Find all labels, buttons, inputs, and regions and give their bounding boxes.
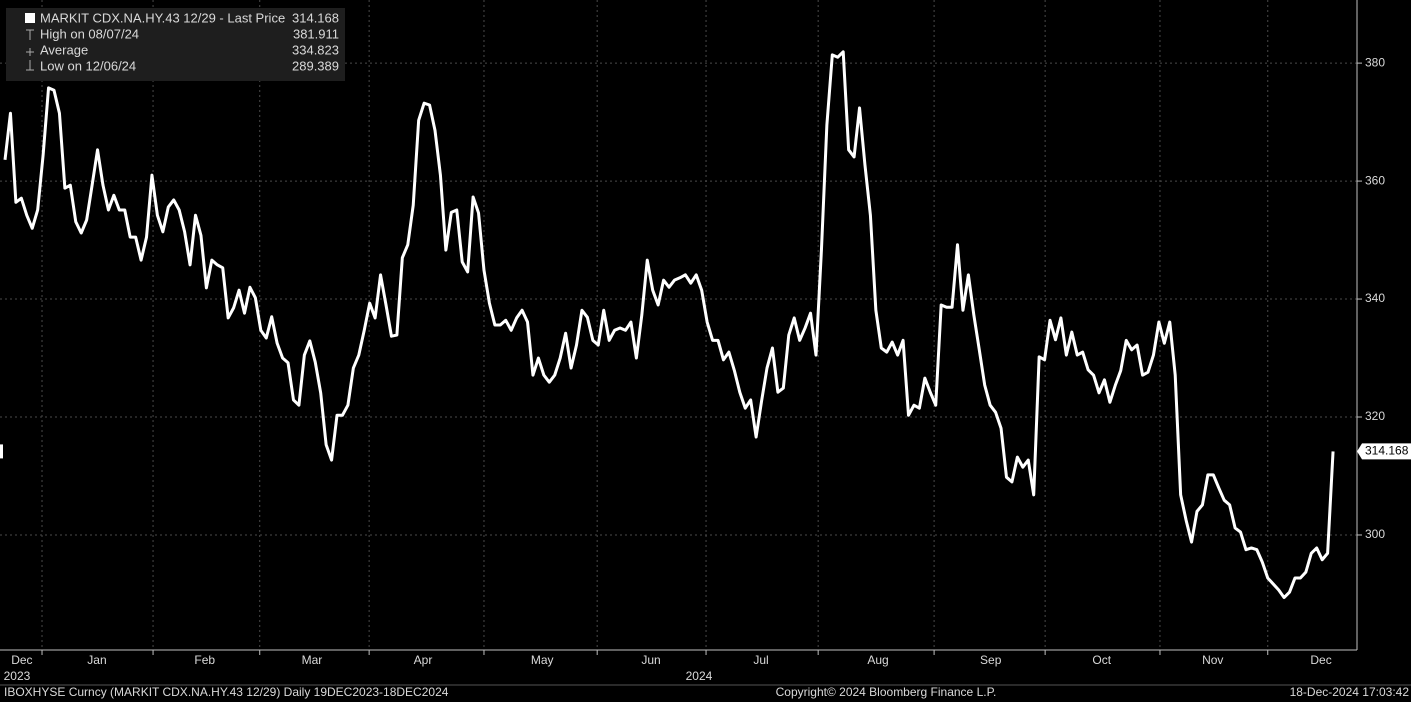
legend-value: 314.168 xyxy=(292,10,339,25)
footer-left: IBOXHYSE Curncy (MARKIT CDX.NA.HY.43 12/… xyxy=(4,685,449,699)
x-tick-label: Mar xyxy=(302,653,323,667)
price-line xyxy=(3,50,1335,600)
axes: 300 320 340 360 380 Dec Jan Feb Mar Apr May Jun Jul A… xyxy=(0,55,1411,683)
x-tick-label: Jul xyxy=(753,653,768,667)
last-price-tag xyxy=(1357,443,1411,460)
legend-icons xyxy=(26,29,34,71)
x-tick-label: Aug xyxy=(867,653,888,667)
x-tick-label: Jun xyxy=(641,653,660,667)
year-label: 2023 xyxy=(4,669,31,683)
footer-center: Copyright© 2024 Bloomberg Finance L.P. xyxy=(776,685,997,699)
x-tick-label: Jan xyxy=(87,653,106,667)
stat-label: Low on 12/06/24 xyxy=(40,58,136,73)
footer-right: 18-Dec-2024 17:03:42 xyxy=(1290,685,1410,699)
x-tick-label: Oct xyxy=(1092,653,1111,667)
x-tick-label: Nov xyxy=(1202,653,1223,667)
x-tick-label: Apr xyxy=(414,653,433,667)
y-tick-label: 300 xyxy=(1365,527,1385,541)
y-tick-label: 340 xyxy=(1365,291,1385,305)
legend: MARKIT CDX.NA.HY.43 12/29 - Last Price 3… xyxy=(6,8,345,81)
x-tick-label: Dec xyxy=(11,653,32,667)
legend-box xyxy=(6,8,345,81)
last-price-marker xyxy=(0,444,3,459)
x-tick-label: Dec xyxy=(1310,653,1331,667)
x-tick-label: Sep xyxy=(980,653,1002,667)
stat-label: High on 08/07/24 xyxy=(40,26,139,41)
year-label: 2024 xyxy=(686,669,713,683)
stat-label: Average xyxy=(40,42,88,57)
stat-value: 334.823 xyxy=(292,42,339,57)
x-tick-label: Feb xyxy=(194,653,215,667)
stat-value: 289.389 xyxy=(292,58,339,73)
last-price-label: 314.168 xyxy=(1365,444,1409,458)
y-tick-label: 360 xyxy=(1365,173,1385,187)
stat-value: 381.911 xyxy=(293,26,339,41)
y-tick-label: 380 xyxy=(1365,55,1385,69)
x-tick-label: May xyxy=(531,653,554,667)
y-tick-label: 320 xyxy=(1365,409,1385,423)
plot-area xyxy=(3,50,1335,600)
legend-swatch xyxy=(25,13,35,23)
legend-label: MARKIT CDX.NA.HY.43 12/29 - Last Price xyxy=(40,10,285,25)
